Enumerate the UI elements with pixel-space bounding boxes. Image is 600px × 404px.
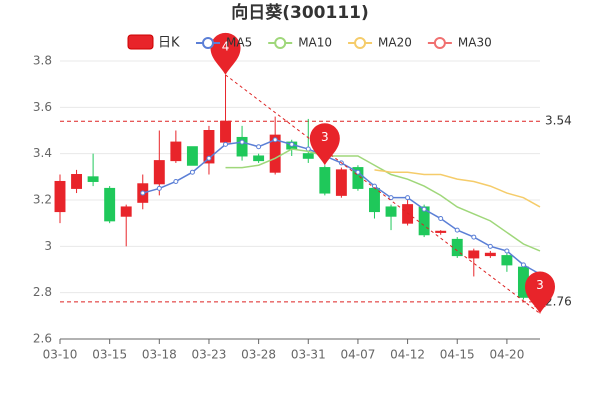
- ma-line: [374, 169, 541, 208]
- candle-body: [402, 204, 414, 224]
- marker-label: 3: [321, 130, 329, 144]
- chart-title: 向日葵(300111): [231, 2, 369, 23]
- ma-point: [173, 178, 179, 184]
- ma-point: [239, 139, 245, 145]
- x-tick-label: 04-07: [340, 348, 375, 362]
- ma-point: [405, 195, 411, 201]
- x-tick-label: 04-15: [440, 348, 475, 362]
- candle-body: [319, 167, 331, 194]
- candle-body: [253, 155, 265, 162]
- candle-body: [468, 250, 480, 259]
- ma-point: [454, 227, 460, 233]
- candle-body: [501, 255, 513, 266]
- reference-label: 2.76: [545, 294, 572, 308]
- candle-body: [170, 141, 182, 162]
- candle-body: [71, 174, 83, 189]
- x-tick-label: 03-15: [92, 348, 127, 362]
- ma-point: [189, 169, 195, 175]
- marker-pin: [309, 123, 340, 166]
- candle-body: [335, 169, 347, 196]
- ma-point: [223, 141, 229, 147]
- legend-label: MA10: [298, 36, 332, 50]
- reference-label: 3.54: [545, 114, 572, 128]
- candle-body: [435, 230, 447, 233]
- candle-body: [236, 136, 248, 157]
- trend-line: [225, 74, 541, 314]
- candle-body: [369, 187, 380, 213]
- ma-point: [156, 185, 162, 191]
- ma-point: [471, 234, 477, 240]
- legend-dot: [433, 37, 446, 49]
- ma-point: [388, 195, 394, 201]
- ma-line: [142, 138, 541, 275]
- y-tick-label: 3.4: [33, 146, 52, 160]
- candle-body: [153, 160, 165, 185]
- ma-line: [225, 148, 541, 252]
- legend-dot: [354, 37, 367, 49]
- ma-point: [520, 262, 526, 268]
- legend-dot: [274, 37, 287, 49]
- legend-label: MA30: [458, 36, 492, 50]
- candle-body: [186, 146, 198, 166]
- legend-label: MA5: [226, 36, 252, 50]
- x-tick-label: 03-23: [192, 348, 227, 362]
- ma-point: [438, 216, 444, 222]
- ma-point: [421, 206, 427, 212]
- y-tick-label: 3.2: [33, 193, 52, 207]
- candle-body: [302, 153, 314, 159]
- y-tick-label: 2.6: [33, 332, 52, 346]
- candle-body: [220, 120, 231, 143]
- y-tick-label: 3: [44, 239, 52, 253]
- candle-body: [203, 130, 215, 164]
- marker-label: 3: [536, 278, 544, 292]
- ma-point: [272, 137, 278, 143]
- candle-body: [352, 167, 364, 189]
- x-tick-label: 04-12: [390, 348, 425, 362]
- ma-point: [487, 243, 493, 249]
- x-tick-label: 03-18: [142, 348, 177, 362]
- ma-point: [504, 248, 510, 254]
- candle-body: [54, 180, 66, 213]
- ma-point: [140, 190, 146, 196]
- candle-body: [484, 252, 496, 257]
- legend-dot: [202, 37, 214, 49]
- y-tick-label: 2.8: [33, 285, 52, 299]
- candle-body: [385, 206, 397, 217]
- y-tick-label: 3.8: [33, 54, 52, 68]
- ma-point: [289, 141, 295, 147]
- candle-body: [87, 176, 99, 182]
- ma-point: [256, 144, 262, 150]
- ma-point: [355, 169, 361, 175]
- legend-swatch: [127, 34, 154, 50]
- candle-body: [120, 206, 132, 217]
- candle-body: [269, 134, 281, 173]
- x-tick-label: 04-20: [489, 348, 524, 362]
- marker-pin: [525, 271, 555, 314]
- ma-point: [206, 155, 212, 161]
- legend-label: MA20: [378, 36, 412, 50]
- legend-label: 日K: [158, 36, 180, 51]
- x-tick-label: 03-10: [43, 348, 78, 362]
- y-tick-label: 3.6: [33, 100, 52, 114]
- x-tick-label: 03-31: [291, 348, 326, 362]
- candle-body: [104, 187, 116, 222]
- x-tick-label: 03-28: [241, 348, 276, 362]
- marker-label: 4: [222, 39, 230, 53]
